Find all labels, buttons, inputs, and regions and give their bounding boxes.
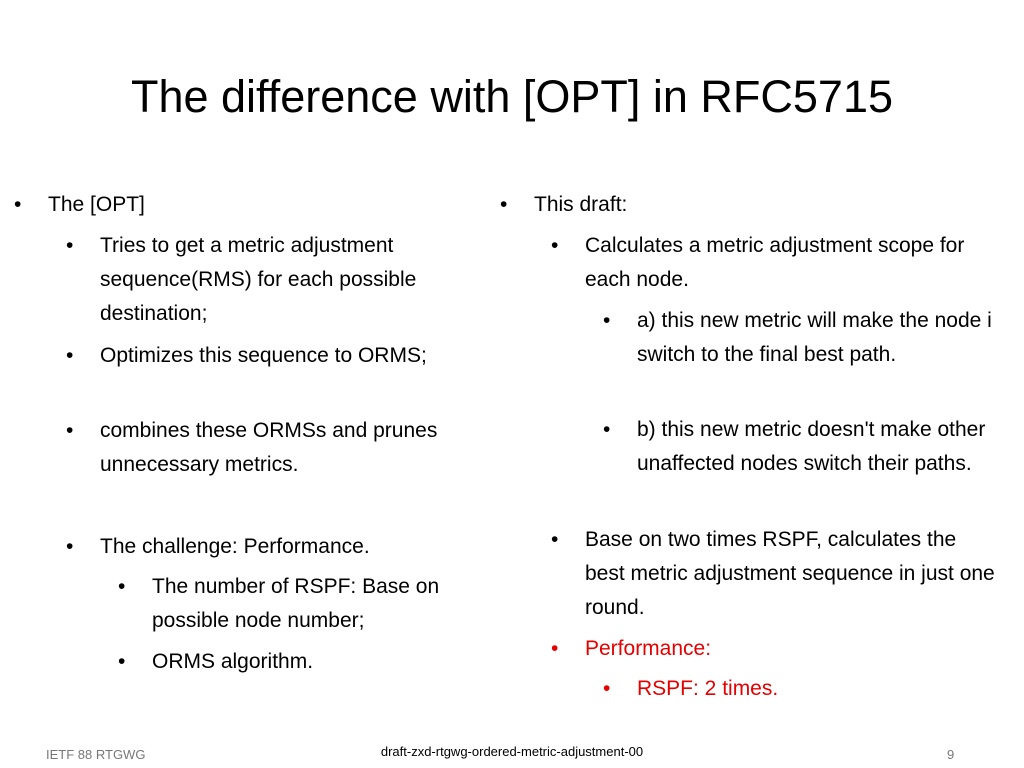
footer-center: draft-zxd-rtgwg-ordered-metric-adjustmen… [380,744,644,759]
bullet: combines these ORMSs and prunes unnecess… [66,414,478,482]
bullet: Performance: [551,632,985,666]
slide-title: The difference with [OPT] in RFC5715 [130,71,893,122]
bullet: The [OPT] [14,188,448,222]
bullet: The number of RSPF: Base on possible nod… [118,570,452,638]
bullet: The challenge: Performance. [66,530,478,564]
bullet: ORMS algorithm. [118,645,452,679]
footer-left: IETF 88 RTGWG [46,747,146,762]
bullet: This draft: [500,188,974,222]
bullet: a) this new metric will make the node i … [603,304,1017,372]
page-number: 9 [947,747,955,762]
bullet: Calculates a metric adjustment scope for… [551,229,985,297]
bullet: RSPF: 2 times. [603,672,1007,706]
bullet: b) this new metric doesn't make other un… [603,413,1017,481]
bullet: Base on two times RSPF, calculates the b… [551,523,995,625]
bullet: Tries to get a metric adjustment sequenc… [66,229,478,331]
bullet: Optimizes this sequence to ORMS; [66,339,478,373]
